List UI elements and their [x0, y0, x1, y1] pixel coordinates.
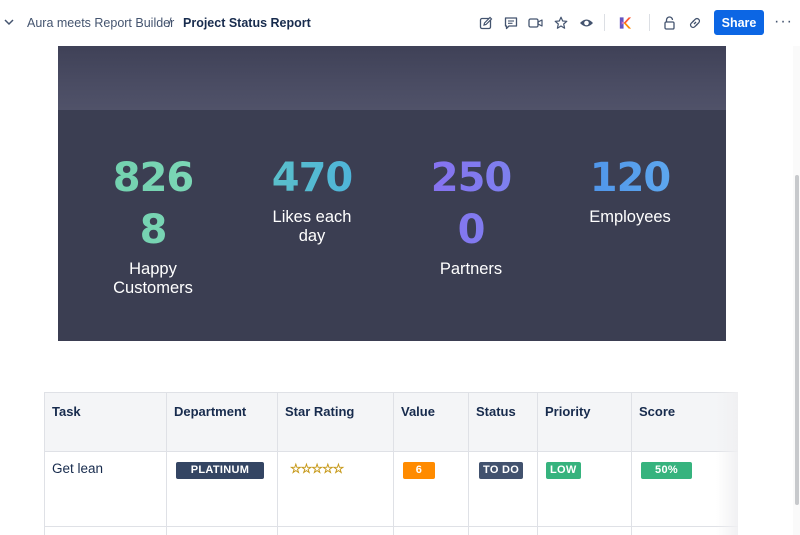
scrollbar-thumb[interactable]	[795, 175, 799, 505]
stat-happy-customers: 826 8 Happy Customers	[78, 152, 228, 298]
table-row	[44, 526, 738, 535]
table-cell[interactable]	[44, 526, 167, 535]
table-row: Get lean PLATINUM ☆☆☆☆☆ 6 TO DO LOW 50%	[44, 451, 738, 527]
column-header-priority[interactable]: Priority	[537, 392, 632, 452]
video-icon[interactable]	[528, 15, 543, 30]
stat-value-line: 470	[237, 152, 387, 204]
cell-status[interactable]: TO DO	[468, 451, 538, 527]
priority-badge: LOW	[546, 462, 581, 479]
share-button[interactable]: Share	[714, 10, 764, 35]
stat-value-line: 250	[396, 152, 546, 204]
cell-value[interactable]: 6	[393, 451, 469, 527]
stat-value-line: 826	[78, 152, 228, 204]
stat-label: Employees	[589, 208, 671, 226]
column-header-star-rating[interactable]: Star Rating	[277, 392, 394, 452]
stat-label: Likes each	[272, 208, 352, 226]
table-cell[interactable]	[537, 526, 632, 535]
toolbar-divider	[604, 14, 605, 31]
score-badge: 50%	[641, 462, 692, 479]
stat-employees: 120 Employees	[555, 152, 705, 227]
more-actions-button[interactable]: ···	[774, 13, 793, 30]
stat-likes-each-day: 470 Likes each day	[237, 152, 387, 246]
stat-label: Happy	[129, 260, 177, 278]
star-icon[interactable]	[553, 15, 568, 30]
edit-icon[interactable]	[478, 15, 493, 30]
table-header-row: Task Department Star Rating Value Status…	[44, 392, 738, 452]
table-cell[interactable]	[393, 526, 469, 535]
table-cell[interactable]	[468, 526, 538, 535]
lock-icon[interactable]	[662, 15, 677, 30]
comment-icon[interactable]	[503, 15, 518, 30]
column-header-task[interactable]: Task	[44, 392, 167, 452]
banner-image-strip	[58, 46, 726, 110]
cell-task[interactable]: Get lean	[44, 451, 167, 527]
cell-department[interactable]: PLATINUM	[166, 451, 278, 527]
toolbar-divider	[649, 14, 650, 31]
value-badge: 6	[403, 462, 435, 479]
stat-value-line: 0	[396, 204, 546, 256]
app-logo-icon[interactable]	[617, 15, 632, 30]
table-cell[interactable]	[277, 526, 394, 535]
stat-label: day	[298, 227, 326, 245]
page-title: Project Status Report	[183, 16, 311, 30]
stat-label: Customers	[113, 279, 193, 297]
report-table: Task Department Star Rating Value Status…	[44, 392, 738, 535]
stat-label: Partners	[439, 260, 503, 278]
breadcrumb-separator: /	[168, 15, 172, 30]
stat-partners: 250 0 Partners	[396, 152, 546, 279]
column-header-department[interactable]: Department	[166, 392, 278, 452]
status-badge: TO DO	[479, 462, 524, 479]
link-icon[interactable]	[687, 15, 702, 30]
column-header-status[interactable]: Status	[468, 392, 538, 452]
department-badge: PLATINUM	[176, 462, 264, 479]
top-bar: Aura meets Report Builder / Project Stat…	[0, 0, 800, 46]
eye-icon[interactable]	[579, 15, 594, 30]
star-rating-icons: ☆☆☆☆☆	[290, 461, 345, 477]
cell-star-rating[interactable]: ☆☆☆☆☆	[277, 451, 394, 527]
column-header-value[interactable]: Value	[393, 392, 469, 452]
stats-banner: 826 8 Happy Customers 470 Likes each day…	[58, 110, 726, 341]
breadcrumb-parent[interactable]: Aura meets Report Builder	[27, 16, 175, 30]
chevron-down-icon[interactable]	[3, 15, 17, 29]
stat-value-line: 120	[555, 152, 705, 204]
table-cell[interactable]	[166, 526, 278, 535]
stat-value-line: 8	[78, 204, 228, 256]
table-scroll-fade	[716, 392, 738, 535]
cell-priority[interactable]: LOW	[537, 451, 632, 527]
